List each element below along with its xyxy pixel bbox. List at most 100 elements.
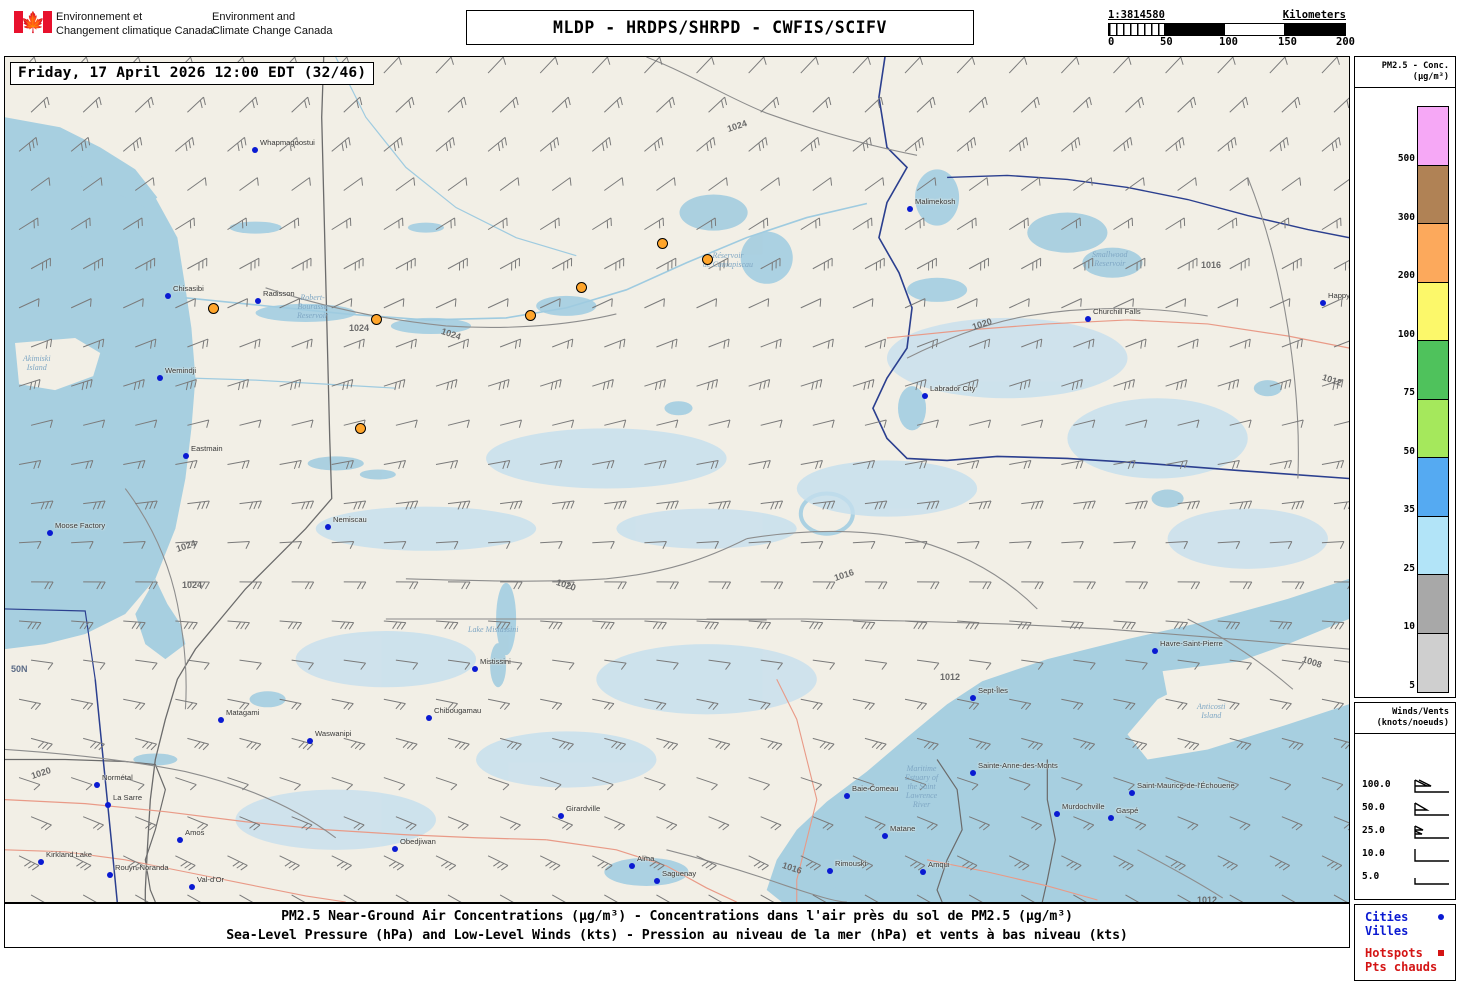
- city-marker[interactable]: [1108, 815, 1114, 821]
- city-marker[interactable]: [183, 453, 189, 459]
- city-marker[interactable]: [107, 872, 113, 878]
- city-marker[interactable]: [189, 884, 195, 890]
- city-marker[interactable]: [165, 293, 171, 299]
- wind-barb: [135, 581, 158, 590]
- wind-barb: [227, 136, 247, 152]
- wind-barb: [539, 298, 561, 309]
- wind-barb: [1269, 379, 1292, 391]
- wind-barb: [279, 379, 302, 391]
- wind-barb: [1113, 459, 1136, 470]
- wind-barb: [331, 541, 355, 549]
- wind-barb: [904, 541, 928, 549]
- city-marker[interactable]: [827, 868, 833, 874]
- city-marker[interactable]: [1085, 316, 1091, 322]
- city-marker[interactable]: [922, 393, 928, 399]
- hotspot-marker[interactable]: [702, 254, 713, 265]
- wind-barb: [331, 459, 354, 470]
- map-canvas[interactable]: Friday, 17 April 2026 12:00 EDT (32/46) …: [4, 56, 1350, 903]
- hotspot-marker[interactable]: [355, 423, 366, 434]
- city-marker[interactable]: [38, 859, 44, 865]
- city-marker[interactable]: [94, 782, 100, 788]
- wind-barb: [656, 338, 678, 349]
- city-marker[interactable]: [255, 298, 261, 304]
- wind-barb: [852, 855, 874, 871]
- city-marker[interactable]: [157, 375, 163, 381]
- wind-barb: [343, 500, 367, 510]
- city-marker[interactable]: [558, 813, 564, 819]
- hotspot-marker[interactable]: [525, 310, 536, 321]
- city-marker[interactable]: [472, 666, 478, 672]
- city-marker[interactable]: [307, 738, 313, 744]
- city-marker[interactable]: [325, 524, 331, 530]
- hotspot-marker[interactable]: [657, 238, 668, 249]
- city-marker[interactable]: [970, 770, 976, 776]
- wind-barb: [1113, 136, 1133, 152]
- city-marker[interactable]: [252, 147, 258, 153]
- concentration-tick-label: 10: [1403, 621, 1415, 632]
- hotspots-key-en: Hotspots: [1361, 946, 1449, 960]
- wind-barb: [1217, 379, 1240, 391]
- city-marker[interactable]: [218, 717, 224, 723]
- wind-barb: [852, 217, 873, 231]
- wind-barb: [904, 217, 925, 231]
- wind-barb: [1321, 298, 1343, 309]
- city-marker[interactable]: [1152, 648, 1158, 654]
- map-geography-layer: [5, 57, 1349, 902]
- wind-barb: [603, 96, 623, 113]
- wind-barb: [83, 500, 106, 510]
- wind-barb: [123, 620, 146, 630]
- wind-barb: [447, 500, 471, 510]
- wind-barb: [1333, 260, 1349, 271]
- wind-barb: [331, 698, 354, 711]
- city-marker[interactable]: [47, 530, 53, 536]
- wind-barb: [904, 459, 928, 470]
- wind-barb: [1125, 257, 1146, 271]
- hotspot-marker[interactable]: [371, 314, 382, 325]
- wind-barb: [1073, 581, 1096, 590]
- wind-barb: [604, 894, 618, 902]
- city-marker[interactable]: [392, 846, 398, 852]
- city-marker[interactable]: [882, 833, 888, 839]
- wind-barb: [239, 96, 259, 113]
- wind-barb: [592, 698, 615, 711]
- city-marker[interactable]: [177, 837, 183, 843]
- city-marker[interactable]: [1129, 790, 1135, 796]
- wind-barb: [383, 698, 406, 711]
- hotspot-marker[interactable]: [208, 303, 219, 314]
- city-marker[interactable]: [920, 869, 926, 875]
- wind-barb: [800, 57, 819, 74]
- wind-barb: [435, 136, 455, 152]
- city-marker[interactable]: [844, 793, 850, 799]
- wind-barb: [18, 855, 40, 871]
- wind-barb: [708, 338, 730, 349]
- city-marker[interactable]: [426, 715, 432, 721]
- city-marker[interactable]: [654, 878, 660, 884]
- city-marker[interactable]: [1320, 300, 1326, 306]
- wind-barb: [760, 338, 782, 349]
- wind-barb: [279, 855, 300, 871]
- wind-barb: [656, 659, 679, 670]
- wind-barb: [499, 177, 520, 191]
- wind-barb: [852, 298, 874, 309]
- city-marker[interactable]: [907, 206, 913, 212]
- wind-barb: [1281, 737, 1304, 751]
- wind-barb: [969, 659, 992, 670]
- wind-barb: [539, 855, 561, 871]
- wind-barb: [19, 541, 42, 549]
- wind-barb: [1073, 816, 1095, 831]
- city-marker[interactable]: [105, 802, 111, 808]
- wind-barb: [447, 737, 470, 751]
- city-marker[interactable]: [1054, 811, 1060, 817]
- wind-barb: [864, 894, 879, 902]
- city-label: Moose Factory: [55, 521, 106, 530]
- wind-barb: [447, 419, 470, 428]
- city-label: Matagami: [226, 708, 260, 717]
- city-marker[interactable]: [629, 863, 635, 869]
- wind-barb: [435, 217, 456, 231]
- wind-barb: [1061, 136, 1081, 152]
- city-marker[interactable]: [970, 695, 976, 701]
- wind-barb: [1061, 298, 1082, 309]
- wind-barb: [175, 620, 198, 630]
- hotspot-marker[interactable]: [576, 282, 587, 293]
- wind-barb: [395, 338, 417, 349]
